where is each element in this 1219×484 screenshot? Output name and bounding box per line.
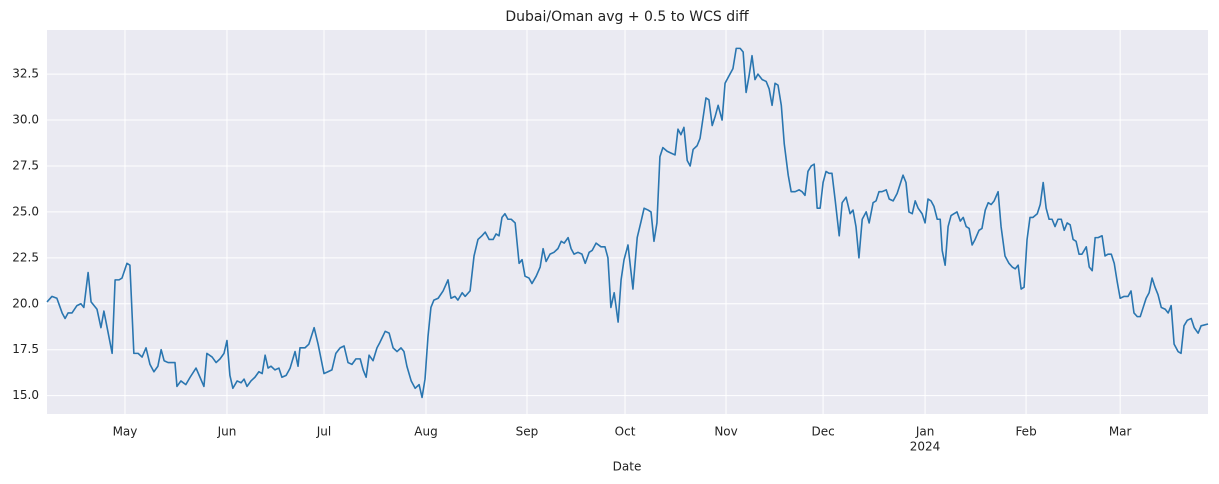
x-tick-label: Dec (811, 425, 834, 439)
x-tick-sublabel: 2024 (910, 440, 941, 454)
y-tick-label: 27.5 (12, 158, 39, 172)
y-tick-label: 15.0 (12, 388, 39, 402)
y-tick-label: 25.0 (12, 204, 39, 218)
x-tick-label: Nov (714, 425, 737, 439)
y-tick-label: 17.5 (12, 342, 39, 356)
chart-title: Dubai/Oman avg + 0.5 to WCS diff (505, 9, 749, 25)
y-tick-label: 30.0 (12, 113, 39, 127)
y-tick-label: 32.5 (12, 67, 39, 81)
x-tick-label: Aug (414, 425, 437, 439)
x-axis-label: Date (613, 460, 642, 474)
x-tick-label: Oct (615, 425, 636, 439)
x-tick-label: Jun (217, 425, 237, 439)
line-series (46, 47, 1209, 399)
y-tick-label: 20.0 (12, 296, 39, 310)
x-tick-label: Jul (316, 425, 331, 439)
x-tick-label: May (113, 425, 138, 439)
x-tick-label: Sep (516, 425, 539, 439)
y-tick-label: 22.5 (12, 250, 39, 264)
x-tick-label: Jan (915, 425, 935, 439)
x-tick-label: Mar (1109, 425, 1132, 439)
x-tick-label: Feb (1015, 425, 1036, 439)
